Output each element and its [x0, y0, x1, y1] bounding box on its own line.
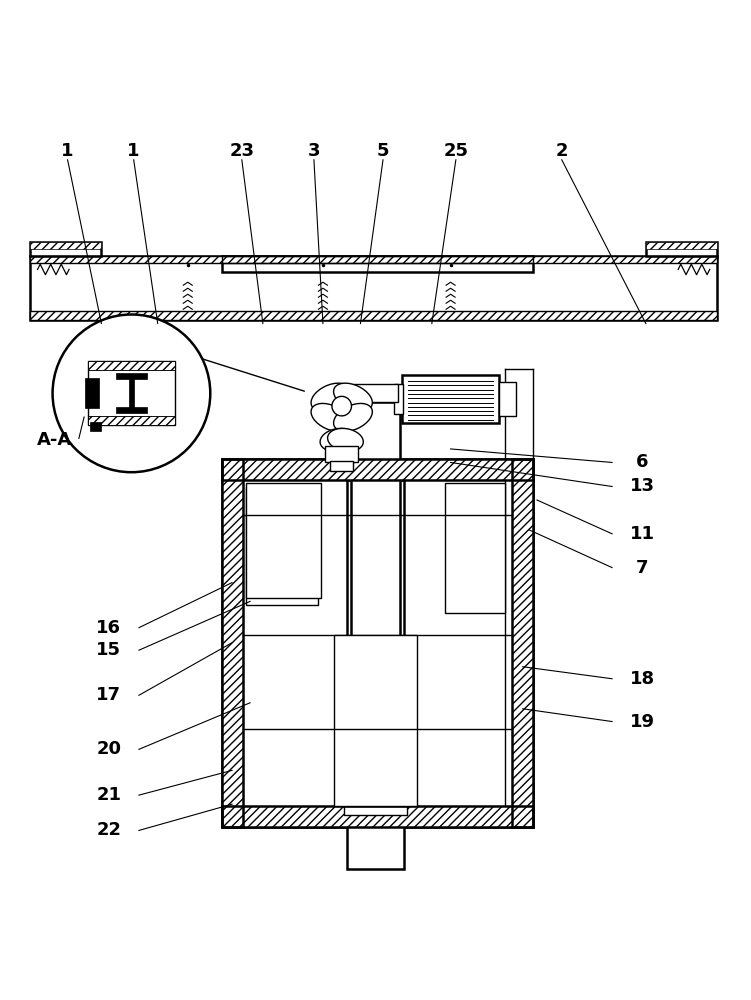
- Bar: [330, 461, 353, 471]
- Bar: [30, 242, 101, 256]
- Text: 25: 25: [443, 142, 469, 160]
- Bar: [394, 384, 403, 414]
- Bar: [30, 256, 717, 320]
- Text: 1: 1: [62, 142, 74, 160]
- Text: 23: 23: [229, 142, 255, 160]
- Bar: [116, 373, 147, 379]
- Bar: [499, 382, 516, 416]
- Bar: [402, 375, 499, 423]
- Bar: [512, 459, 533, 827]
- Bar: [89, 361, 174, 370]
- Bar: [222, 806, 533, 827]
- Text: 5: 5: [377, 142, 389, 160]
- Bar: [222, 459, 533, 480]
- Bar: [85, 378, 98, 408]
- Bar: [90, 422, 101, 431]
- Ellipse shape: [333, 403, 372, 431]
- Text: 2: 2: [556, 142, 568, 160]
- Ellipse shape: [320, 428, 356, 451]
- Bar: [353, 384, 398, 402]
- Bar: [30, 256, 717, 263]
- Text: 22: 22: [96, 821, 122, 839]
- Text: 19: 19: [629, 713, 655, 731]
- Bar: [246, 487, 318, 605]
- Bar: [30, 242, 101, 249]
- Circle shape: [332, 396, 351, 416]
- Ellipse shape: [311, 403, 350, 431]
- Text: 1: 1: [128, 142, 140, 160]
- Text: 15: 15: [96, 641, 122, 659]
- Bar: [222, 256, 533, 263]
- Bar: [222, 459, 533, 480]
- Text: 20: 20: [96, 740, 122, 758]
- Bar: [89, 361, 174, 370]
- Bar: [222, 806, 533, 827]
- Bar: [222, 459, 533, 827]
- Text: 3: 3: [308, 142, 320, 160]
- Bar: [89, 416, 174, 425]
- Text: 21: 21: [96, 786, 122, 804]
- Circle shape: [53, 315, 210, 472]
- Text: 18: 18: [629, 670, 655, 688]
- Bar: [129, 379, 134, 409]
- Bar: [445, 483, 505, 613]
- Text: 7: 7: [636, 559, 648, 577]
- Bar: [222, 256, 533, 272]
- Text: 6: 6: [636, 453, 648, 471]
- Bar: [222, 459, 243, 827]
- Bar: [222, 256, 533, 263]
- Bar: [646, 242, 717, 249]
- Bar: [30, 311, 717, 320]
- Bar: [30, 256, 717, 263]
- Bar: [646, 242, 717, 256]
- Bar: [512, 459, 533, 827]
- Text: A-A: A-A: [37, 431, 71, 449]
- Bar: [89, 361, 174, 425]
- Ellipse shape: [333, 383, 372, 411]
- Bar: [222, 459, 243, 827]
- Text: 16: 16: [96, 619, 122, 637]
- Text: 13: 13: [629, 477, 655, 495]
- Ellipse shape: [327, 428, 363, 451]
- Bar: [344, 806, 408, 815]
- Text: 11: 11: [629, 525, 655, 543]
- Text: 17: 17: [96, 686, 122, 704]
- Bar: [30, 311, 717, 320]
- Bar: [334, 635, 417, 806]
- Ellipse shape: [311, 383, 350, 411]
- Bar: [348, 480, 404, 869]
- Bar: [246, 483, 321, 598]
- Bar: [325, 446, 358, 462]
- Bar: [89, 416, 174, 425]
- Bar: [351, 402, 400, 806]
- Bar: [116, 407, 147, 413]
